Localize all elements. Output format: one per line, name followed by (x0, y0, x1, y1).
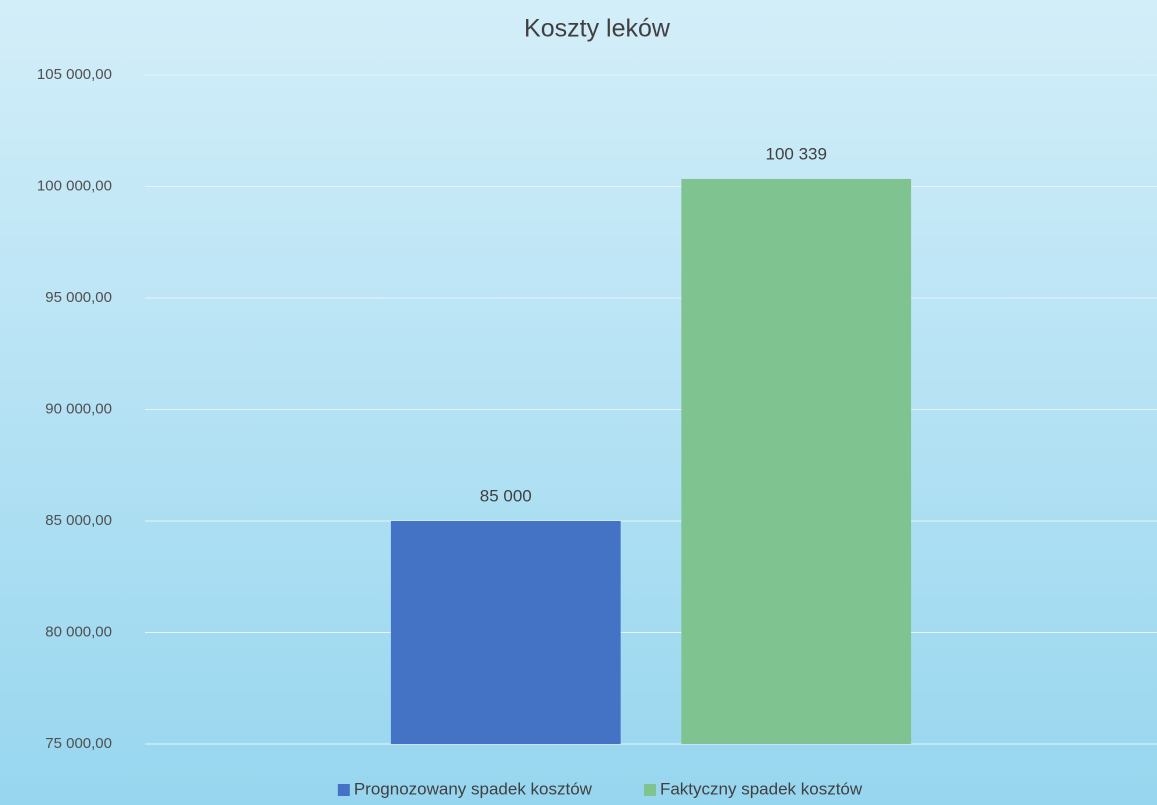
bar (681, 178, 912, 744)
y-tick-label: 95 000,00 (45, 289, 112, 306)
bar (390, 521, 621, 744)
y-tick-label: 105 000,00 (37, 66, 112, 83)
legend-label: Faktyczny spadek kosztów (660, 779, 863, 798)
value-label: 85 000 (480, 486, 532, 505)
value-label: 100 339 (765, 144, 826, 163)
y-tick-label: 100 000,00 (37, 177, 112, 194)
legend-swatch (643, 784, 656, 796)
y-tick-label: 85 000,00 (45, 512, 112, 529)
y-tick-label: 90 000,00 (45, 400, 112, 417)
y-tick-label: 80 000,00 (45, 623, 112, 640)
chart-title: Koszty leków (524, 15, 671, 43)
legend-label: Prognozowany spadek kosztów (354, 779, 593, 798)
legend-swatch (337, 784, 350, 796)
y-tick-label: 75 000,00 (45, 735, 112, 752)
